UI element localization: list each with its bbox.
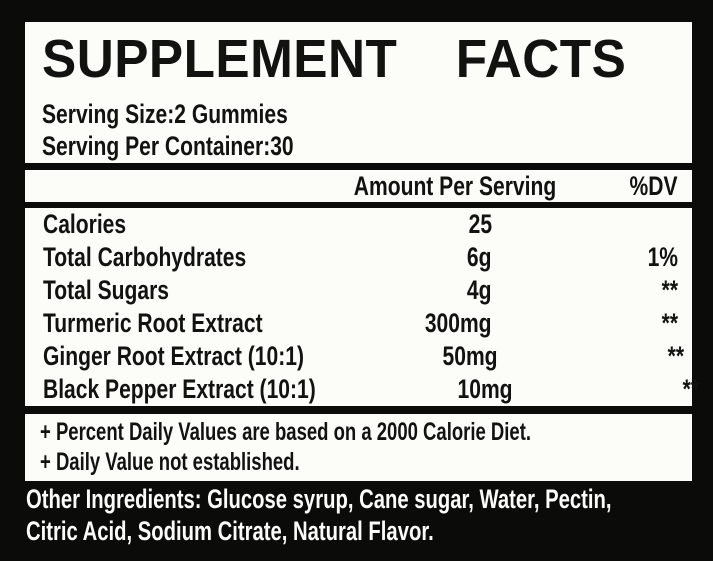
serving-size: Serving Size:2 Gummies — [42, 99, 288, 129]
title-panel: SUPPLEMENT FACTS Serving Size:2 Gummies … — [25, 22, 692, 163]
percent-dv-header: %DV — [630, 171, 678, 201]
nutrient-amount: 25 — [468, 209, 492, 239]
nutrient-dv: ** — [661, 275, 678, 305]
nutrient-amount: 6g — [467, 242, 492, 272]
nutrient-name: Total Sugars — [43, 275, 169, 305]
servings-per-container: Serving Per Container:30 — [42, 131, 294, 161]
nutrient-amount: 50mg — [442, 341, 498, 371]
facts-table: Calories 25 Total Carbohydrates 6g 1% To… — [25, 208, 699, 406]
footnote-not-established: + Daily Value not established. — [40, 448, 300, 476]
other-ingredients-text: Other Ingredients: Glucose syrup, Cane s… — [26, 484, 612, 546]
label-title: SUPPLEMENT FACTS — [42, 29, 627, 89]
table-row-ginger-root-extract: Ginger Root Extract (10:1) 50mg ** — [25, 340, 692, 373]
table-row-calories: Calories 25 — [25, 208, 692, 241]
table-row-black-pepper-extract: Black Pepper Extract (10:1) 10mg ** — [25, 373, 699, 406]
table-row-total-carbohydrates: Total Carbohydrates 6g 1% — [25, 241, 692, 274]
nutrient-dv: ** — [661, 308, 678, 338]
nutrient-name: Calories — [43, 209, 127, 239]
table-row-total-sugars: Total Sugars 4g ** — [25, 274, 692, 307]
nutrient-dv: ** — [682, 374, 699, 404]
nutrient-amount: 4g — [467, 275, 492, 305]
nutrient-dv: ** — [667, 341, 684, 371]
nutrient-name: Turmeric Root Extract — [43, 308, 263, 338]
nutrient-amount: 300mg — [425, 308, 492, 338]
table-row-turmeric-root-extract: Turmeric Root Extract 300mg ** — [25, 307, 692, 340]
nutrient-amount: 10mg — [457, 374, 513, 404]
nutrient-name: Ginger Root Extract (10:1) — [43, 341, 304, 371]
footnotes-panel: + Percent Daily Values are based on a 20… — [25, 414, 692, 481]
nutrient-dv: 1% — [647, 242, 678, 272]
nutrient-name: Total Carbohydrates — [43, 242, 247, 272]
table-header-band: Amount Per Serving %DV — [25, 170, 692, 202]
amount-per-serving-header: Amount Per Serving — [353, 171, 557, 201]
nutrient-name: Black Pepper Extract (10:1) — [43, 374, 316, 404]
footnote-percent-dv: + Percent Daily Values are based on a 20… — [40, 418, 532, 446]
